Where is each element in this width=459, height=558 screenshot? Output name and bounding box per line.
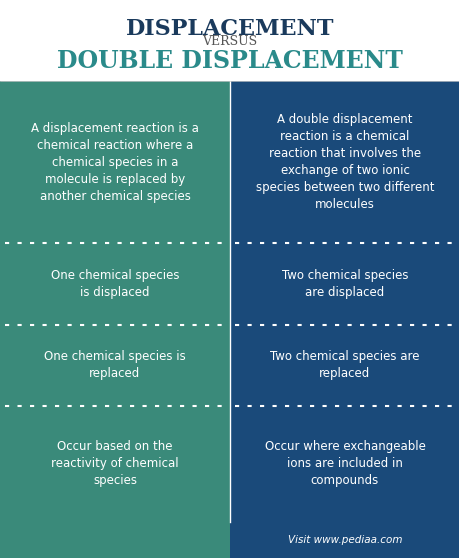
Text: Two chemical species
are displaced: Two chemical species are displaced — [281, 269, 408, 299]
Text: VERSUS: VERSUS — [202, 35, 257, 48]
Text: Occur where exchangeable
ions are included in
compounds: Occur where exchangeable ions are includ… — [264, 440, 425, 487]
Text: DISPLACEMENT: DISPLACEMENT — [125, 18, 334, 40]
Bar — [230, 522, 459, 558]
Bar — [230, 406, 459, 522]
Bar — [0, 406, 230, 522]
Bar — [230, 325, 459, 406]
Bar — [0, 81, 230, 243]
Bar — [0, 243, 230, 325]
Bar — [0, 325, 230, 406]
Text: Visit www.pediaa.com: Visit www.pediaa.com — [287, 535, 401, 545]
Text: A displacement reaction is a
chemical reaction where a
chemical species in a
mol: A displacement reaction is a chemical re… — [31, 122, 198, 203]
Text: One chemical species
is displaced: One chemical species is displaced — [50, 269, 179, 299]
Bar — [230, 243, 459, 325]
Text: Occur based on the
reactivity of chemical
species: Occur based on the reactivity of chemica… — [51, 440, 179, 487]
Text: One chemical species is
replaced: One chemical species is replaced — [44, 350, 185, 380]
Text: DOUBLE DISPLACEMENT: DOUBLE DISPLACEMENT — [57, 49, 402, 73]
Bar — [230, 81, 459, 243]
Text: A double displacement
reaction is a chemical
reaction that involves the
exchange: A double displacement reaction is a chem… — [255, 113, 433, 211]
Text: Two chemical species are
replaced: Two chemical species are replaced — [270, 350, 419, 380]
Bar — [0, 522, 230, 558]
